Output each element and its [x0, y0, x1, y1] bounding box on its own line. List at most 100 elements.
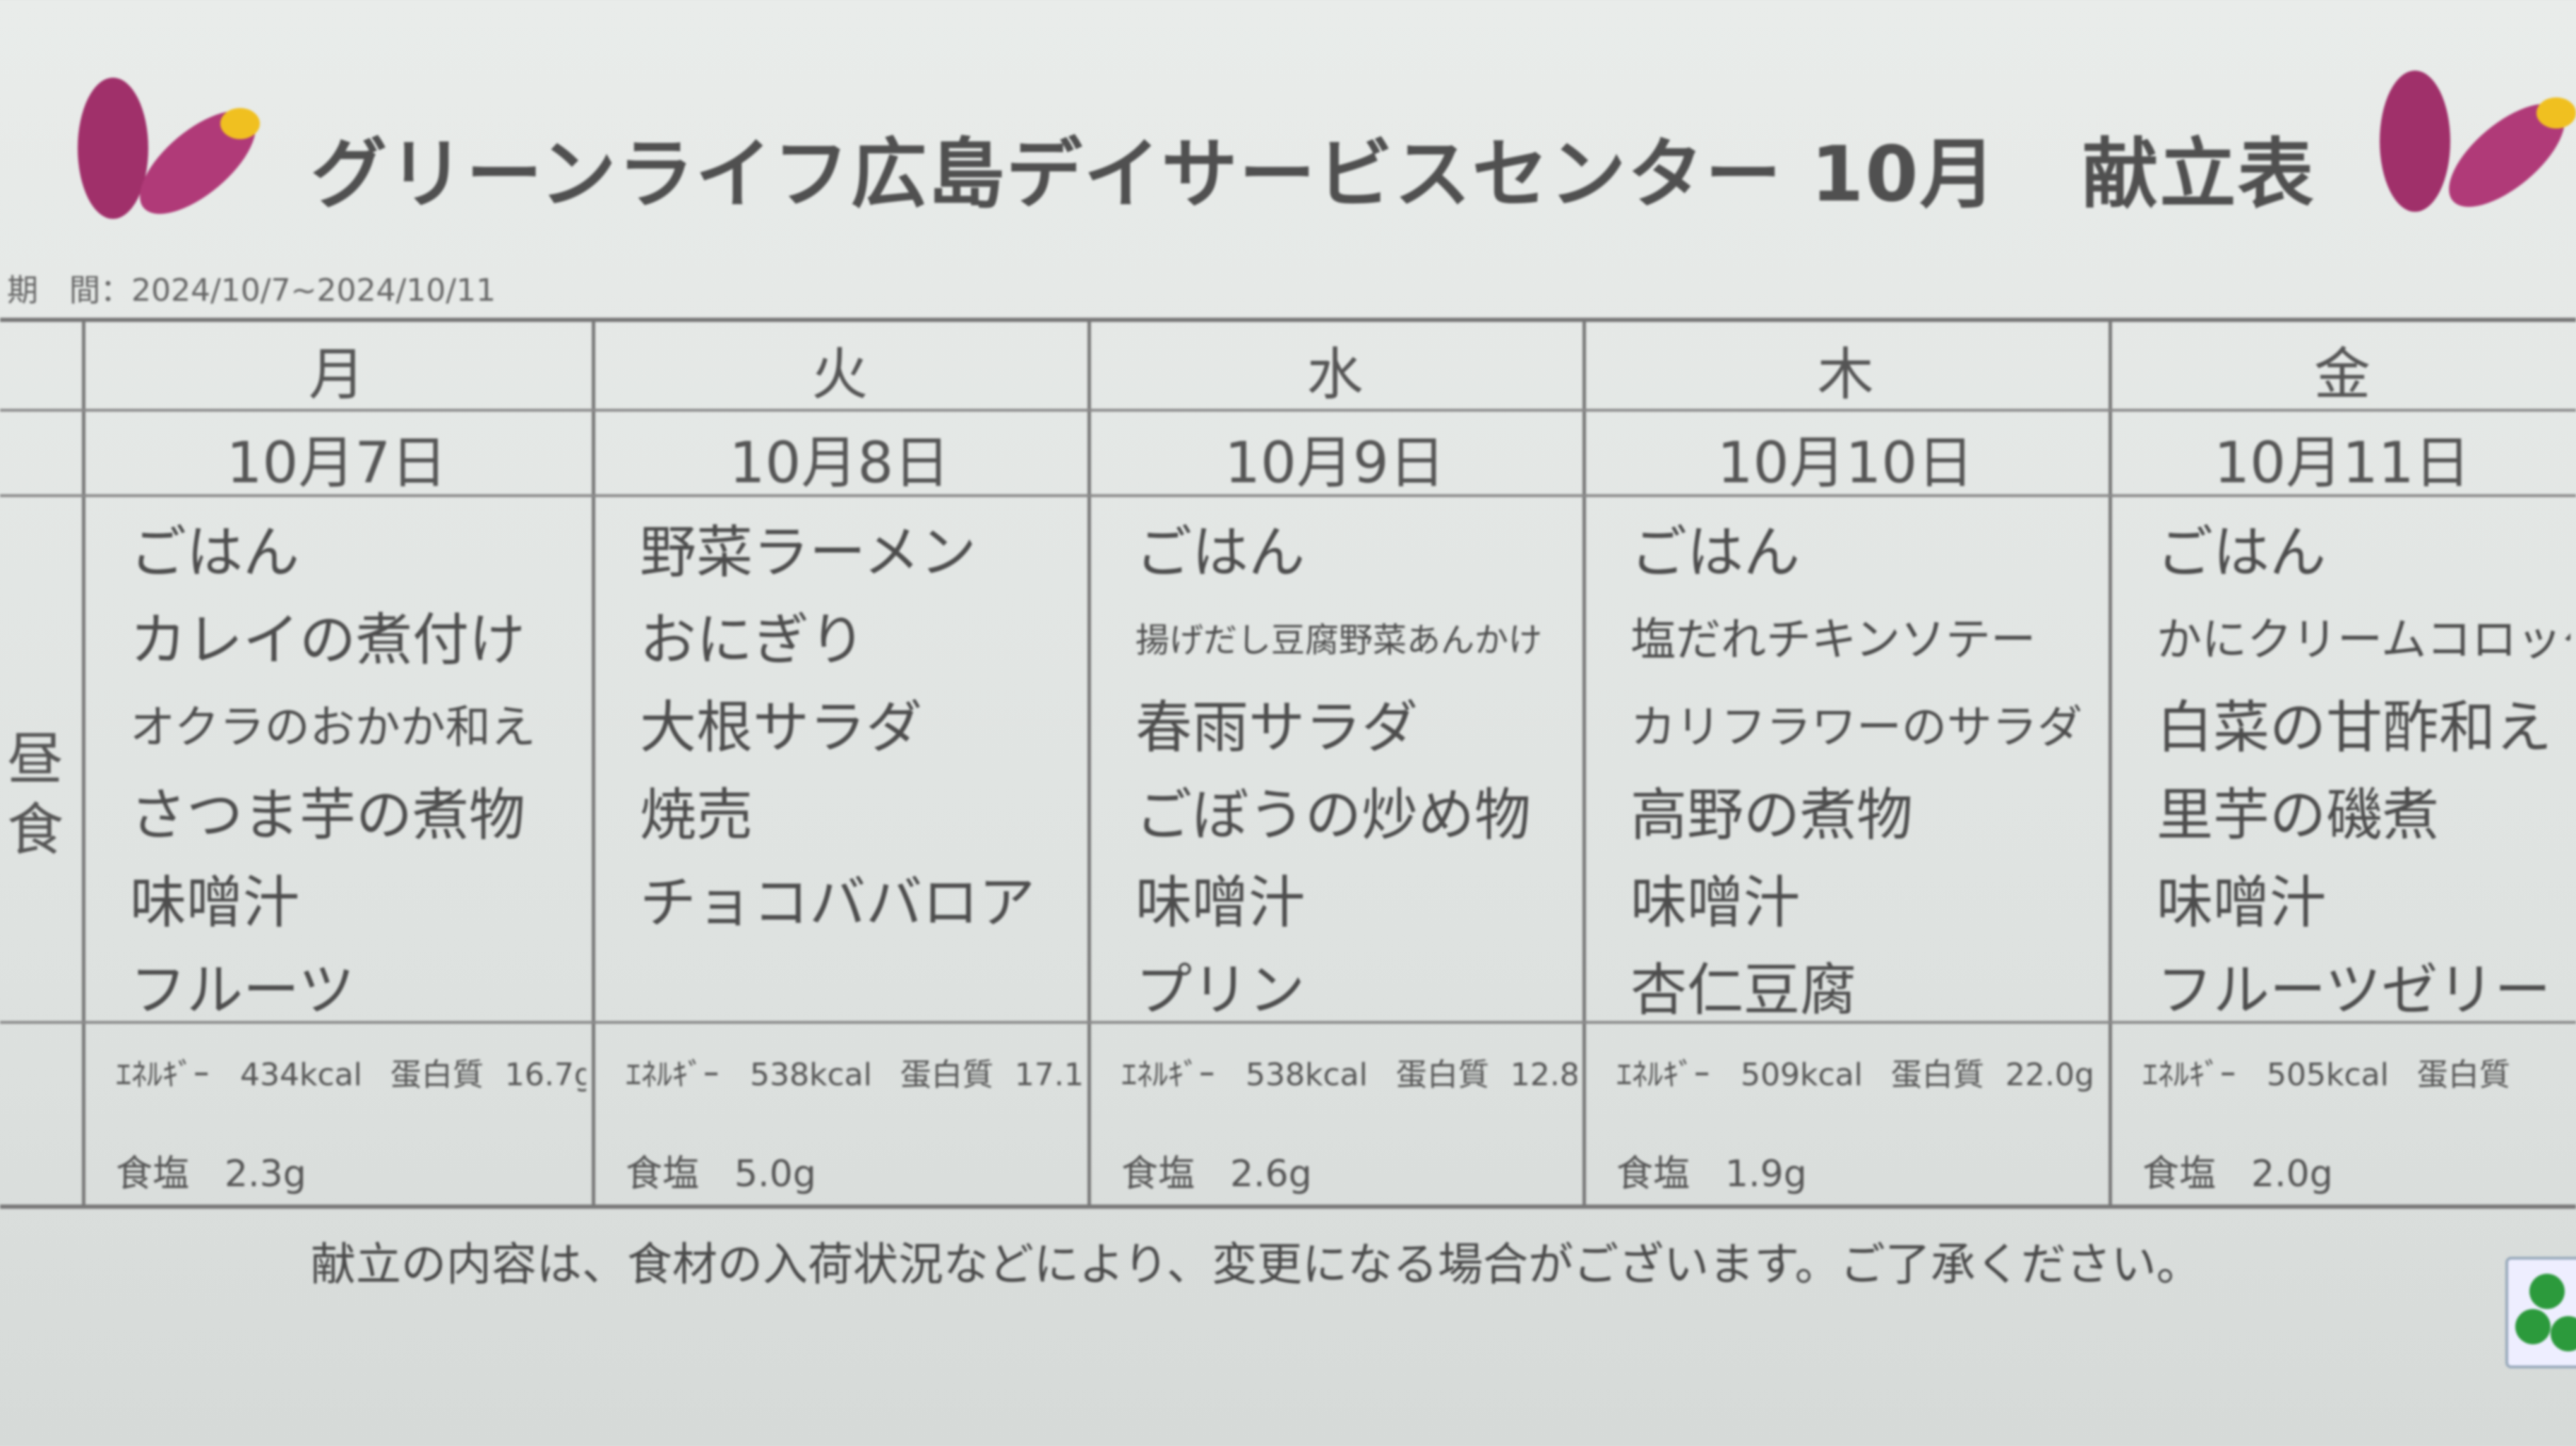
menu-item: フルーツゼリー — [2157, 957, 2551, 1023]
energy: ｴﾈﾙｷﾞｰ 434kcal — [116, 1057, 362, 1093]
column-divider — [1582, 322, 1586, 1205]
column-divider — [2109, 322, 2112, 1205]
menu-item: 杏仁豆腐 — [1630, 957, 1856, 1023]
energy-protein: ｴﾈﾙｷﾞｰ 505kcal 蛋白質 — [2142, 1049, 2570, 1094]
protein-value: 17.1g — [1014, 1057, 1082, 1093]
menu-item: ごはん — [2157, 520, 2326, 585]
page-title: グリーンライフ広島デイサービスセンター 10月 献立表 — [311, 113, 2315, 223]
nutrition-info: ｴﾈﾙｷﾞｰ 509kcal 蛋白質 22.0g 食塩 1.9g — [1616, 1049, 2103, 1197]
salt-line: 食塩 2.0g — [2142, 1144, 2570, 1197]
period: 期 間：2024/10/7~2024/10/11 — [7, 273, 496, 309]
menu-item: 味噌汁 — [1135, 870, 1305, 936]
column-divider — [82, 322, 85, 1205]
energy: ｴﾈﾙｷﾞｰ 505kcal — [2142, 1057, 2389, 1093]
meal-list: ごはん塩だれチキンソテー カリフラワーのサラダ高野の煮物味噌汁杏仁豆腐 — [1630, 509, 2103, 1034]
menu-item: 春雨サラダ — [1135, 695, 1418, 760]
menu-item: プリン — [1135, 957, 1305, 1023]
protein-value: 16.7g — [504, 1057, 586, 1093]
menu-item: さつま芋の煮物 — [130, 782, 525, 848]
menu-item: ごはん — [1630, 520, 1800, 585]
menu-item: フルーツ — [130, 957, 355, 1023]
title-label: 献立表 — [2082, 131, 2315, 219]
sweet-potato-illustration-right — [2380, 71, 2576, 212]
salt-label: 食塩 — [1121, 1153, 1195, 1195]
protein-label: 蛋白質 — [2416, 1057, 2510, 1093]
energy-protein: ｴﾈﾙｷﾞｰ 434kcal 蛋白質 16.7g — [116, 1049, 586, 1094]
energy: ｴﾈﾙｷﾞｰ 538kcal — [1121, 1057, 1368, 1093]
footer-note: 献立の内容は、食材の入荷状況などにより、変更になる場合がございます。ご了承くださ… — [311, 1239, 2202, 1291]
day-header: 金 — [2314, 342, 2371, 407]
meal-list: ごはん揚げだし豆腐野菜あんかけ春雨サラダごぼうの炒め物 味噌汁プリン — [1135, 509, 1577, 1034]
energy-protein: ｴﾈﾙｷﾞｰ 538kcal 蛋白質 17.1g — [626, 1049, 1082, 1094]
salt-line: 食塩 2.3g — [116, 1144, 586, 1197]
menu-item: 大根サラダ — [640, 695, 922, 760]
salt-line: 食塩 2.6g — [1121, 1144, 1577, 1197]
menu-item: 里芋の磯煮 — [2157, 782, 2439, 848]
nutrition-info: ｴﾈﾙｷﾞｰ 538kcal 蛋白質 12.8g 食塩 2.6g — [1121, 1049, 1577, 1197]
energy: ｴﾈﾙｷﾞｰ 538kcal — [626, 1057, 872, 1093]
menu-item: 味噌汁 — [1630, 870, 1800, 936]
menu-item: 塩だれチキンソテー — [1630, 614, 2037, 667]
meal-list: ごはんかにクリームコロッケ白菜の甘酢和え 里芋の磯煮味噌汁フルーツゼリー — [2157, 509, 2570, 1034]
menu-item: 白菜の甘酢和え — [2157, 695, 2552, 760]
date-header: 10月7日 — [226, 430, 448, 496]
nutrition-info: ｴﾈﾙｷﾞｰ 505kcal 蛋白質食塩 2.0g — [2142, 1049, 2570, 1197]
meal-list: 野菜ラーメン おにぎり大根サラダ焼売チョコババロア — [640, 509, 1082, 947]
menu-item: カレイの煮付け — [130, 607, 525, 673]
salt-label: 食塩 — [1616, 1153, 1690, 1195]
menu-item: 味噌汁 — [2157, 870, 2326, 936]
salt-value: 2.0g — [2251, 1153, 2333, 1195]
date-header: 10月11日 — [2214, 430, 2471, 496]
sweet-potato-illustration-left — [78, 78, 260, 219]
meal-list: ごはんカレイの煮付けオクラのおかか和えさつま芋の煮物 味噌汁フルーツ — [130, 509, 586, 1034]
salt-line: 食塩 1.9g — [1616, 1144, 2103, 1197]
salt-label: 食塩 — [2142, 1153, 2217, 1195]
menu-item: ごはん — [1135, 520, 1305, 585]
menu-item: 焼売 — [640, 782, 753, 848]
protein-value: 22.0g — [2005, 1057, 2094, 1093]
day-header: 月 — [309, 342, 365, 407]
day-header: 木 — [1817, 342, 1874, 407]
column-divider — [1087, 322, 1091, 1205]
salt-value: 2.6g — [1230, 1153, 1312, 1195]
menu-item: 揚げだし豆腐野菜あんかけ — [1135, 621, 1543, 660]
menu-item: ごはん — [130, 520, 299, 585]
salt-value: 1.9g — [1725, 1153, 1807, 1195]
protein-label: 蛋白質 — [390, 1057, 484, 1093]
menu-item: 高野の煮物 — [1630, 782, 1913, 848]
day-header: 火 — [811, 342, 868, 407]
salt-value: 5.0g — [734, 1153, 816, 1195]
energy-protein: ｴﾈﾙｷﾞｰ 509kcal 蛋白質 22.0g — [1616, 1049, 2103, 1094]
row-divider — [0, 1021, 2576, 1024]
salt-value: 2.3g — [225, 1153, 306, 1195]
protein-label: 蛋白質 — [1890, 1057, 1984, 1093]
salt-label: 食塩 — [116, 1153, 190, 1195]
date-header: 10月10日 — [1717, 430, 1974, 496]
menu-item: カリフラワーのサラダ — [1630, 702, 2082, 754]
energy: ｴﾈﾙｷﾞｰ 509kcal — [1616, 1057, 1863, 1093]
salt-label: 食塩 — [626, 1153, 700, 1195]
side-label: 昼食 — [7, 727, 64, 863]
date-header: 10月8日 — [729, 430, 950, 496]
menu-item: チョコババロア — [640, 870, 1035, 936]
menu-item: 野菜ラーメン — [640, 520, 977, 585]
logo — [2505, 1257, 2576, 1368]
menu-table: 昼食 月 10月7日 ごはん カレイの煮付け オクラのおかか和え さつま芋の煮物 味噌汁 フルー… — [0, 318, 2576, 1209]
energy-protein: ｴﾈﾙｷﾞｰ 538kcal 蛋白質 12.8g — [1121, 1049, 1577, 1094]
row-divider — [0, 409, 2576, 412]
salt-line: 食塩 5.0g — [626, 1144, 1082, 1197]
nutrition-info: ｴﾈﾙｷﾞｰ 538kcal 蛋白質 17.1g 食塩 5.0g — [626, 1049, 1082, 1197]
menu-item: かにクリームコロッケ — [2157, 614, 2570, 667]
menu-item: おにぎり — [640, 607, 866, 673]
protein-value: 12.8g — [1510, 1057, 1577, 1093]
title-text: グリーンライフ広島デイサービスセンター 10月 — [311, 131, 1998, 219]
menu-item: 味噌汁 — [130, 870, 299, 936]
menu-item: オクラのおかか和え — [130, 702, 536, 754]
column-divider — [592, 322, 595, 1205]
menu-item: ごぼうの炒め物 — [1135, 782, 1531, 848]
nutrition-info: ｴﾈﾙｷﾞｰ 434kcal 蛋白質 16.7g 食塩 2.3g — [116, 1049, 586, 1197]
protein-label: 蛋白質 — [1395, 1057, 1489, 1093]
day-header: 水 — [1306, 342, 1364, 407]
protein-label: 蛋白質 — [900, 1057, 994, 1093]
row-divider — [0, 494, 2576, 497]
